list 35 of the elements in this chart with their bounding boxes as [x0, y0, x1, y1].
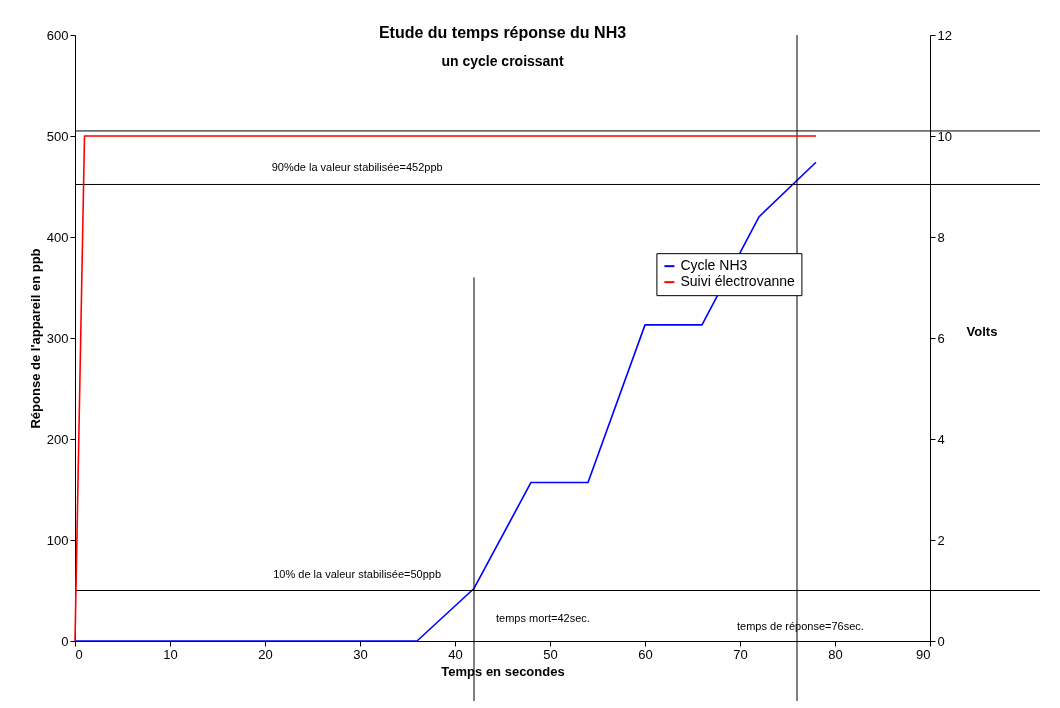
y2-tick-label: 10 [937, 128, 952, 144]
x-tick-label: 20 [258, 646, 273, 662]
x-tick-label: 90 [916, 646, 931, 662]
y2-tick-label: 12 [937, 27, 952, 43]
y-tick-label: 200 [46, 431, 69, 447]
x-tick-label: 30 [353, 646, 368, 662]
y2-tick-label: 8 [937, 229, 945, 245]
x-tick-label: 40 [448, 646, 463, 662]
y2-tick-label: 0 [937, 633, 945, 649]
ref-line-label: temps de réponse=76sec. [737, 620, 864, 632]
y2-tick-label: 6 [937, 330, 945, 346]
chart-title: Etude du temps réponse du NH3 [378, 24, 627, 41]
legend-label: Cycle NH3 [680, 257, 748, 274]
x-axis-title: Temps en secondes [441, 663, 565, 679]
y2-axis-title: Volts [966, 323, 998, 339]
ref-line-label: 90%de la valeur stabilisée=452ppb [271, 161, 443, 174]
y-tick-label: 400 [46, 229, 69, 245]
x-tick-label: 0 [75, 646, 83, 662]
x-tick-label: 80 [828, 646, 843, 662]
y2-tick-label: 4 [937, 431, 945, 447]
x-tick-label: 70 [733, 646, 748, 662]
x-tick-label: 50 [543, 646, 558, 662]
ref-line-label: 10% de la valeur stabilisée=50ppb [273, 567, 442, 580]
y-tick-label: 300 [46, 330, 69, 346]
y-tick-label: 100 [46, 532, 69, 548]
legend-label: Suivi électrovanne [680, 273, 796, 290]
y-tick-label: 0 [61, 633, 69, 649]
ref-line-label: temps mort=42sec. [496, 612, 590, 624]
y-tick-label: 600 [46, 27, 69, 43]
x-tick-label: 60 [638, 646, 653, 662]
x-tick-label: 10 [163, 646, 178, 662]
y-tick-label: 500 [46, 128, 69, 144]
y2-tick-label: 2 [937, 532, 945, 548]
y-axis-title: Réponse de l'appareil en ppb [27, 248, 43, 429]
text: un cycle croissant [441, 53, 564, 69]
